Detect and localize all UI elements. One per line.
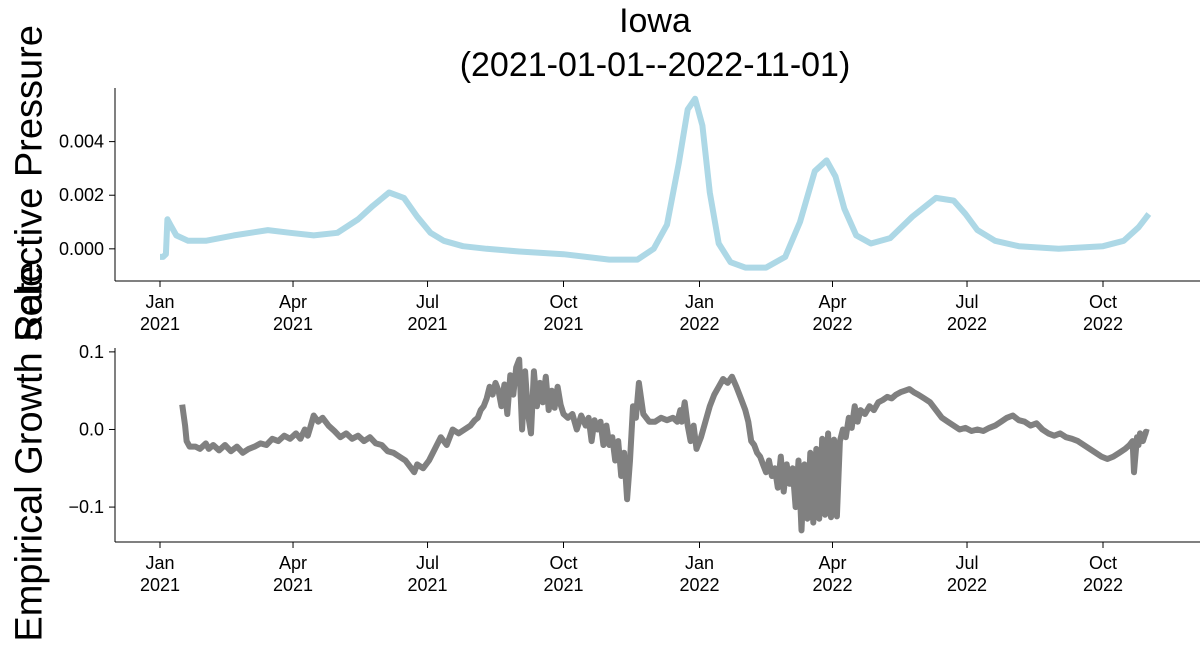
top-y-tick-label: 0.004 (59, 132, 104, 152)
bottom-x-tick-month: Jul (956, 553, 979, 573)
bottom-y-tick-label: 0.0 (79, 419, 104, 439)
top-x-tick-month: Oct (550, 292, 578, 312)
top-x-tick-year: 2022 (947, 314, 987, 334)
bottom-x-tick-year: 2021 (273, 575, 313, 595)
bottom-x-tick-month: Jul (416, 553, 439, 573)
top-x-tick-month: Jul (956, 292, 979, 312)
bottom-x-tick-year: 2022 (1083, 575, 1123, 595)
bottom-x-tick-year: 2021 (543, 575, 583, 595)
top-x-tick-month: Jul (416, 292, 439, 312)
bottom-x-tick-month: Jan (685, 553, 714, 573)
bottom-y-tick-label: −0.1 (68, 497, 104, 517)
top-x-tick-month: Apr (819, 292, 847, 312)
chart-title-line2: (2021-01-01--2022-11-01) (459, 46, 851, 84)
top-x-tick-year: 2021 (543, 314, 583, 334)
bottom-x-tick-year: 2022 (947, 575, 987, 595)
top-x-tick-year: 2022 (812, 314, 852, 334)
top-x-tick-year: 2021 (273, 314, 313, 334)
top-x-tick-month: Oct (1089, 292, 1117, 312)
top-x-tick-year: 2021 (140, 314, 180, 334)
bottom-x-tick-month: Jan (145, 553, 174, 573)
top-x-tick-month: Apr (279, 292, 307, 312)
bottom-x-tick-month: Apr (279, 553, 307, 573)
empirical-growth-rate-panel: −0.10.00.1Jan2021Apr2021Jul2021Oct2021Ja… (68, 342, 1200, 595)
top-x-tick-year: 2022 (1083, 314, 1123, 334)
bottom-y-tick-label: 0.1 (79, 342, 104, 362)
chart-title-line1: Iowa (619, 2, 691, 40)
top-x-tick-month: Jan (685, 292, 714, 312)
bottom-x-tick-year: 2021 (408, 575, 448, 595)
top-y-tick-label: 0.000 (59, 239, 104, 259)
bottom-x-tick-year: 2022 (679, 575, 719, 595)
bottom-series-line (179, 356, 1150, 534)
bottom-x-tick-month: Oct (1089, 553, 1117, 573)
bottom-x-tick-year: 2021 (140, 575, 180, 595)
top-x-tick-month: Jan (145, 292, 174, 312)
top-x-tick-year: 2021 (408, 314, 448, 334)
selective-pressure-panel: 0.0000.0020.004Jan2021Apr2021Jul2021Oct2… (59, 88, 1200, 334)
top-x-tick-year: 2022 (679, 314, 719, 334)
selective-pressure-and-growth-rate-chart: 0.0000.0020.004Jan2021Apr2021Jul2021Oct2… (59, 88, 1200, 595)
top-series-line (160, 95, 1152, 271)
top-y-tick-label: 0.002 (59, 185, 104, 205)
bottom-x-tick-month: Oct (550, 553, 578, 573)
bottom-x-tick-month: Apr (819, 553, 847, 573)
bottom-x-tick-year: 2022 (812, 575, 852, 595)
